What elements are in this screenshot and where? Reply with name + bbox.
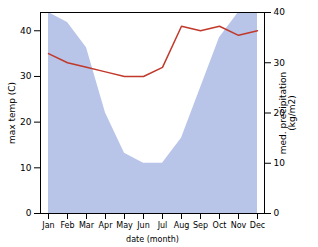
svg-text:40: 40 <box>274 7 286 17</box>
svg-text:Apr: Apr <box>99 221 114 230</box>
svg-text:30: 30 <box>274 58 286 68</box>
svg-text:30: 30 <box>20 71 32 81</box>
svg-text:10: 10 <box>20 163 32 173</box>
svg-text:Mar: Mar <box>79 221 95 230</box>
svg-text:Jul: Jul <box>157 221 168 230</box>
svg-text:40: 40 <box>20 26 32 36</box>
svg-text:Jan: Jan <box>41 221 54 230</box>
svg-text:20: 20 <box>20 117 32 127</box>
svg-text:0: 0 <box>26 208 32 218</box>
svg-text:Feb: Feb <box>60 221 74 230</box>
svg-text:Nov: Nov <box>231 221 247 230</box>
svg-text:0: 0 <box>274 208 280 218</box>
svg-text:Aug: Aug <box>174 221 190 230</box>
svg-text:10: 10 <box>274 158 286 168</box>
svg-text:date (month): date (month) <box>126 235 179 244</box>
svg-text:Sep: Sep <box>193 221 208 230</box>
svg-text:med. precipitation(kg/m2): med. precipitation(kg/m2) <box>278 72 297 154</box>
svg-text:Oct: Oct <box>213 221 227 230</box>
svg-text:Jun: Jun <box>136 221 150 230</box>
svg-text:Dec: Dec <box>250 221 265 230</box>
svg-text:May: May <box>116 221 133 230</box>
svg-text:max temp (C): max temp (C) <box>7 82 17 144</box>
